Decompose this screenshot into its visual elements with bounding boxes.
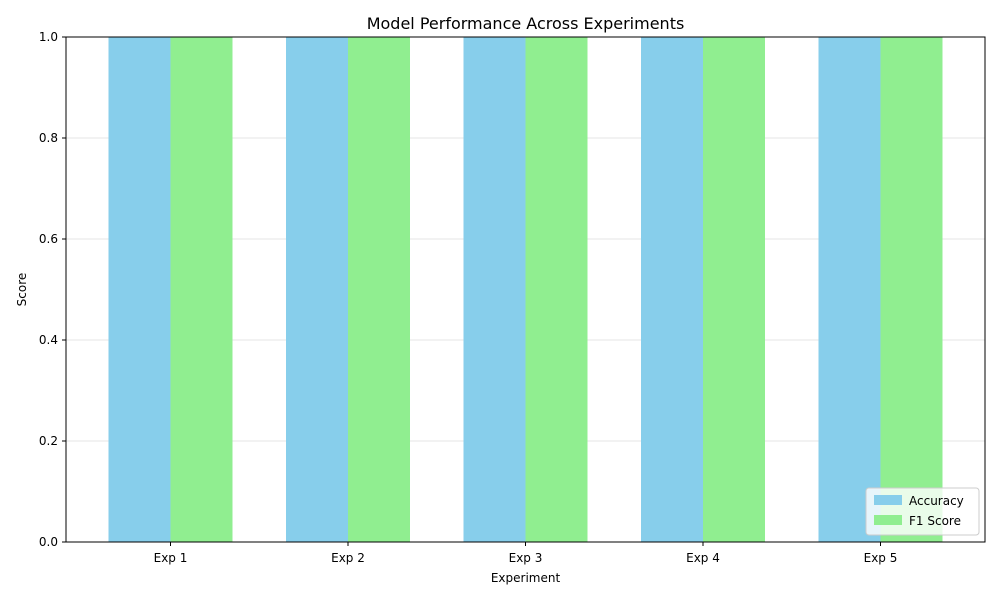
- bar-f1-score-5: [880, 37, 943, 542]
- x-axis-ticks: Exp 1 Exp 2 Exp 3 Exp 4 Exp 5: [154, 542, 898, 565]
- x-tick-label: Exp 3: [509, 551, 543, 565]
- bar-accuracy-5: [818, 37, 881, 542]
- bar-accuracy-3: [463, 37, 526, 542]
- bars: [108, 37, 943, 542]
- y-tick-label: 0.2: [39, 434, 58, 448]
- bar-accuracy-2: [286, 37, 348, 542]
- legend-swatch: [874, 495, 902, 505]
- legend: Accuracy F1 Score: [865, 487, 980, 536]
- y-tick-label: 0.8: [39, 131, 58, 145]
- x-tick-label: Exp 4: [686, 551, 720, 565]
- x-axis-label: Experiment: [491, 571, 561, 585]
- bar-f1-score-4: [703, 37, 765, 542]
- bar-accuracy-4: [641, 37, 703, 542]
- chart-title: Model Performance Across Experiments: [367, 14, 685, 33]
- bar-f1-score-1: [170, 37, 233, 542]
- x-tick-label: Exp 5: [864, 551, 898, 565]
- y-axis-ticks: 0.0 0.2 0.4 0.6 0.8 1.0: [39, 30, 66, 549]
- x-tick-label: Exp 1: [154, 551, 188, 565]
- bar-f1-score-2: [348, 37, 410, 542]
- legend-label: F1 Score: [909, 514, 961, 528]
- y-tick-label: 1.0: [39, 30, 58, 44]
- legend-swatch: [874, 515, 902, 525]
- y-tick-label: 0.6: [39, 232, 58, 246]
- x-tick-label: Exp 2: [331, 551, 365, 565]
- bar-accuracy-1: [108, 37, 171, 542]
- y-tick-label: 0.4: [39, 333, 58, 347]
- bar-f1-score-3: [525, 37, 588, 542]
- legend-label: Accuracy: [909, 494, 964, 508]
- y-axis-label: Score: [15, 273, 29, 307]
- y-tick-label: 0.0: [39, 535, 58, 549]
